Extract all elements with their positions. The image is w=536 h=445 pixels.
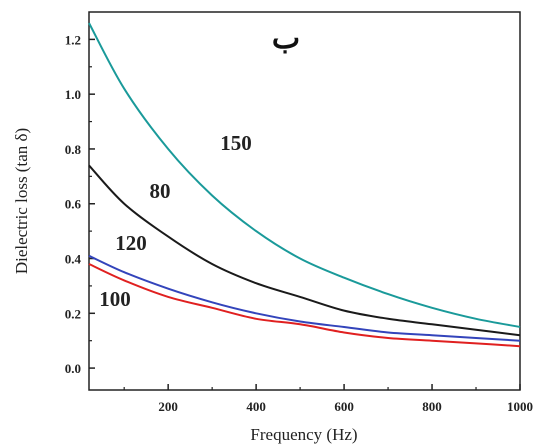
panel-label: ب — [272, 22, 300, 55]
series-line-150 — [88, 22, 521, 328]
series-line-100 — [88, 263, 521, 348]
series-label-120: 120 — [115, 231, 147, 255]
series-label-150: 150 — [220, 131, 252, 155]
y-tick-label: 0.6 — [65, 197, 82, 212]
x-tick-label: 200 — [158, 399, 178, 414]
y-tick-label: 0.4 — [65, 252, 82, 267]
series-line-120 — [88, 254, 521, 342]
series-line-80 — [88, 164, 521, 337]
x-axis-title: Frequency (Hz) — [250, 425, 357, 444]
y-tick-label: 0.0 — [65, 361, 81, 376]
series-label-100: 100 — [99, 287, 131, 311]
series-lines — [88, 22, 521, 348]
x-tick-label: 400 — [246, 399, 266, 414]
axis-ticks — [89, 38, 521, 390]
y-tick-label: 1.2 — [65, 32, 81, 47]
axis-tick-labels: 200 400 600 800 1000 0.0 0.2 0.4 0.6 0.8 1.0 1.2 — [65, 32, 533, 414]
x-tick-label: 1000 — [507, 399, 533, 414]
x-tick-label: 800 — [422, 399, 442, 414]
x-tick-label: 600 — [334, 399, 354, 414]
series-labels: 150 80 120 100 — [99, 131, 252, 311]
y-tick-label: 0.8 — [65, 142, 82, 157]
y-axis-title: Dielectric loss (tan δ) — [12, 128, 31, 274]
y-tick-label: 1.0 — [65, 87, 81, 102]
y-tick-label: 0.2 — [65, 306, 81, 321]
series-label-80: 80 — [150, 179, 171, 203]
